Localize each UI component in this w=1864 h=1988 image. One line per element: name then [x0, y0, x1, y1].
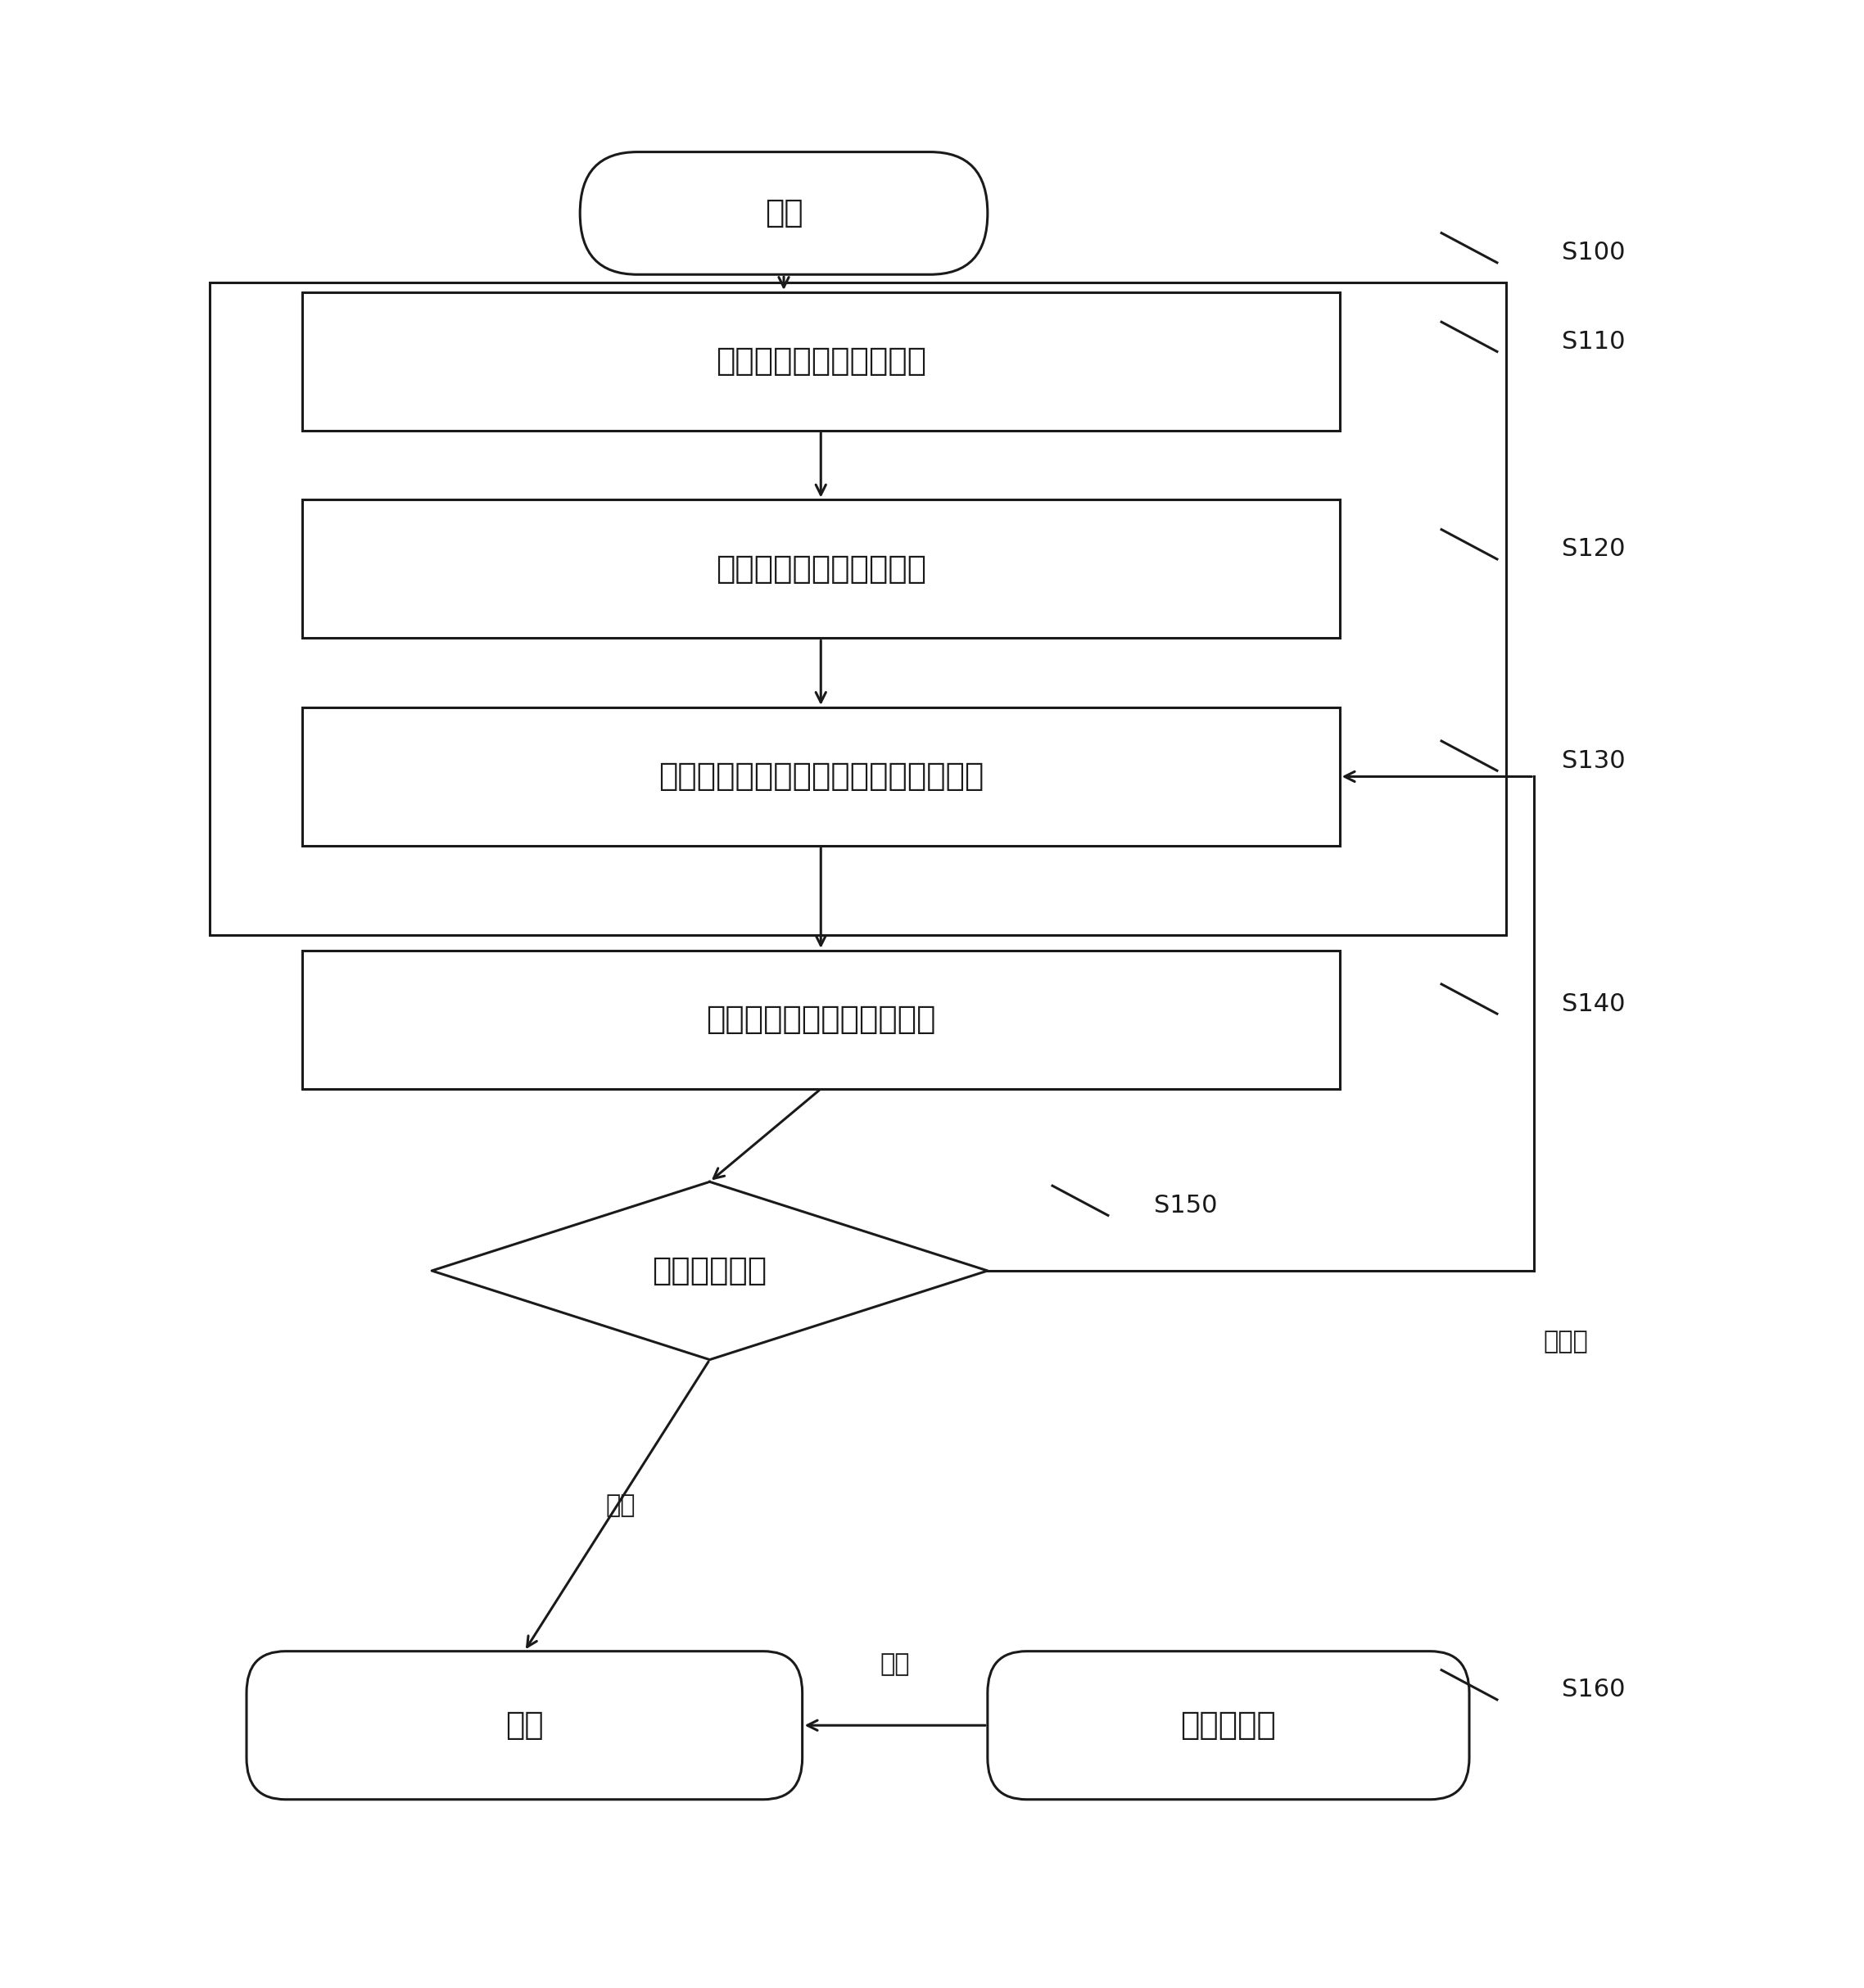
FancyBboxPatch shape [580, 151, 988, 274]
FancyBboxPatch shape [246, 1652, 802, 1799]
Text: S110: S110 [1562, 330, 1625, 354]
Text: S100: S100 [1562, 241, 1625, 264]
Bar [302, 292, 1340, 431]
Text: 提供多个加热块的热阻值: 提供多个加热块的热阻值 [716, 553, 926, 584]
Text: S120: S120 [1562, 537, 1625, 561]
Text: 同意: 同意 [505, 1710, 544, 1741]
Bar [302, 708, 1340, 845]
Text: 进行散热性能测试模拟实验: 进行散热性能测试模拟实验 [706, 1004, 936, 1036]
Text: S150: S150 [1154, 1193, 1217, 1217]
Polygon shape [432, 1181, 988, 1360]
Bar [209, 282, 1506, 934]
Text: 设定一目标值，以决定一加热块的尺寸: 设定一目标值，以决定一加热块的尺寸 [658, 761, 984, 791]
FancyBboxPatch shape [988, 1652, 1469, 1799]
Text: S140: S140 [1562, 992, 1625, 1016]
Bar [302, 950, 1340, 1089]
Text: 验证实验数据: 验证实验数据 [652, 1254, 768, 1286]
Text: 开始: 开始 [764, 197, 803, 229]
Text: 合格: 合格 [606, 1493, 636, 1517]
Text: S160: S160 [1562, 1678, 1625, 1702]
Text: 可靠度分析: 可靠度分析 [1180, 1710, 1277, 1741]
Bar [302, 499, 1340, 638]
Text: S130: S130 [1562, 749, 1625, 773]
Text: 合格: 合格 [880, 1652, 910, 1676]
Text: 提供热测试芯片的热阻值: 提供热测试芯片的热阻值 [716, 346, 926, 378]
Text: 不合格: 不合格 [1543, 1330, 1588, 1354]
